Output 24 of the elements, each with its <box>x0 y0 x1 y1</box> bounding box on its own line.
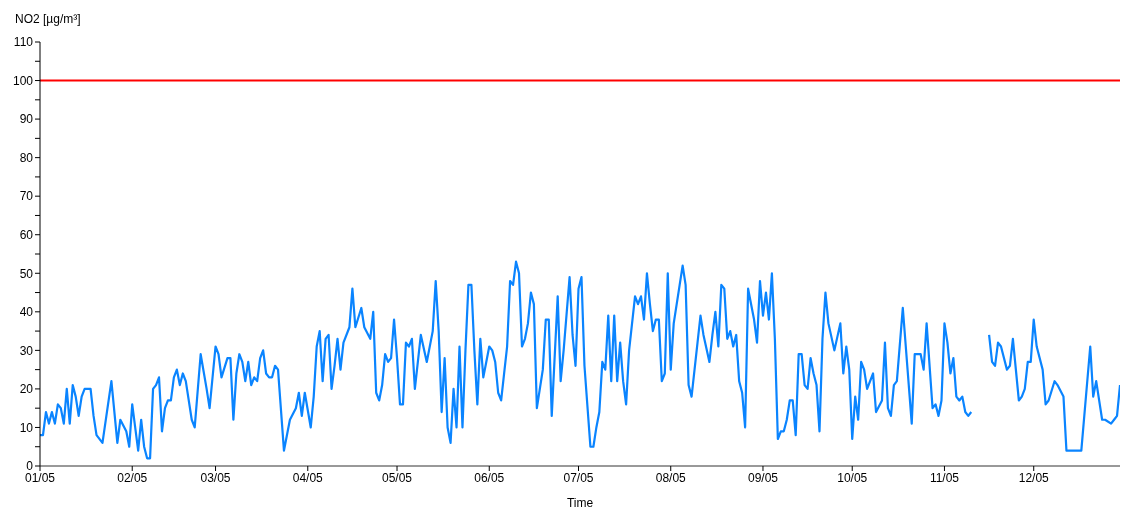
x-tick-label: 05/05 <box>382 470 413 485</box>
y-tick-label: 40 <box>19 305 34 320</box>
x-tick-label: 07/05 <box>563 470 594 485</box>
x-tick-label: 09/05 <box>747 470 779 485</box>
x-tick-label: 03/05 <box>200 470 231 485</box>
x-tick-label: 10/05 <box>837 470 868 485</box>
y-tick-label: 80 <box>19 150 34 165</box>
y-tick-label: 60 <box>19 227 34 242</box>
y-tick-label: 50 <box>19 266 34 281</box>
y-tick-label: 10 <box>19 420 34 435</box>
y-tick-label: 70 <box>19 189 34 204</box>
x-tick-label: 04/05 <box>292 470 324 485</box>
x-tick-label: 08/05 <box>655 470 687 485</box>
x-tick-label: 12/05 <box>1018 470 1050 485</box>
y-tick-label: 100 <box>12 73 34 88</box>
y-tick-label: 90 <box>19 112 34 127</box>
y-tick-label: 20 <box>19 382 34 397</box>
y-tick-label: 110 <box>13 35 34 50</box>
y-axis-title: NO2 [µg/m³] <box>15 12 81 26</box>
x-tick-label: 06/05 <box>474 470 505 485</box>
x-tick-label: 11/05 <box>929 470 960 485</box>
x-tick-label: 02/05 <box>117 470 148 485</box>
y-tick-label: 30 <box>19 343 34 358</box>
x-axis-title: Time <box>566 496 594 510</box>
